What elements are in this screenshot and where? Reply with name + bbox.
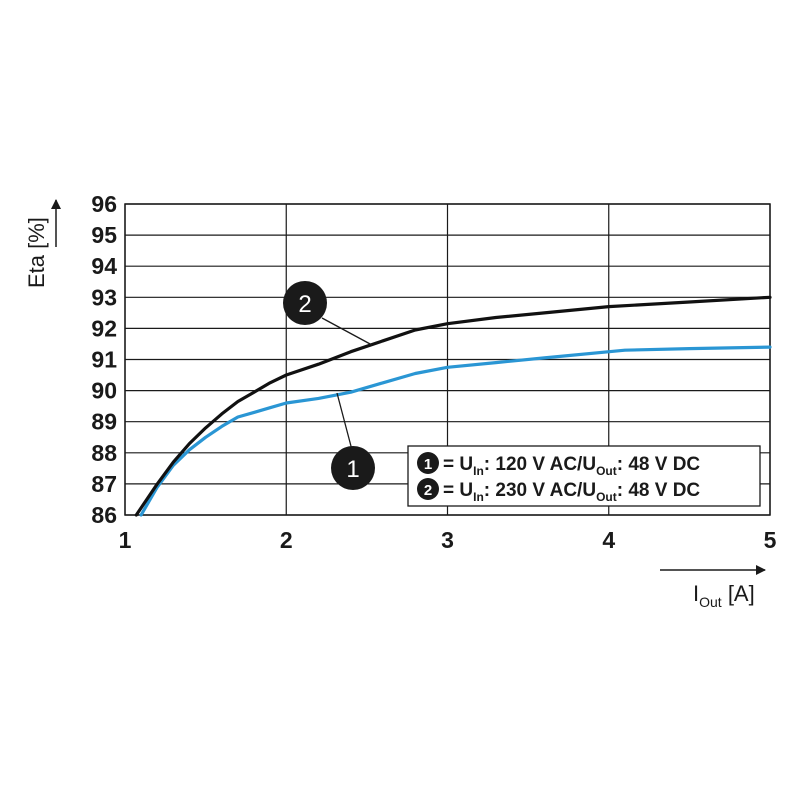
legend-marker-1-label: 1 (424, 456, 432, 473)
legend-marker-2 (417, 478, 439, 500)
curve-marker-1: 1 (331, 392, 375, 490)
legend-2-out-sub: Out (596, 490, 617, 504)
y-tick-label: 88 (91, 440, 117, 466)
legend-2-eq: = (443, 480, 459, 501)
legend-1-end: : 48 V DC (617, 454, 701, 475)
legend-1-out-sub: Out (596, 464, 617, 478)
y-tick-label: 89 (91, 409, 117, 435)
x-axis-label-group: IOut [A] (660, 565, 766, 610)
x-tick-label: 3 (441, 527, 454, 553)
y-tick-label: 90 (91, 378, 117, 404)
y-axis-label: Eta [%] (24, 217, 49, 288)
x-axis-label-main: I (693, 581, 699, 606)
legend-2-mid: : 230 V AC/U (484, 480, 596, 501)
y-tick-label: 94 (91, 253, 117, 279)
y-tick-label: 91 (91, 347, 117, 373)
marker-1-circle (331, 446, 375, 490)
y-tick-label: 95 (91, 222, 117, 248)
legend-entry-2-text: = UIn: 230 V AC/UOut: 48 V DC (443, 480, 700, 504)
legend-box (407, 445, 761, 507)
x-axis-label-unit: [A] (722, 581, 755, 606)
x-tick-label: 2 (280, 527, 293, 553)
y-tick-label: 96 (91, 191, 117, 217)
x-axis-label-sub: Out (699, 594, 722, 610)
legend-marker-1 (417, 452, 439, 474)
series-layer (134, 295, 772, 517)
x-axis-label: IOut [A] (693, 581, 755, 610)
legend-entry-1: 1 = UIn: 120 V AC/UOut: 48 V DC (417, 452, 700, 478)
series-line-1 (139, 345, 772, 517)
legend-1-eq: = (443, 454, 459, 475)
legend-entry-2: 2 = UIn: 230 V AC/UOut: 48 V DC (417, 478, 700, 504)
legend-2-u-in: U (459, 480, 473, 501)
legend-1-u-in: U (459, 454, 473, 475)
legend-2-end: : 48 V DC (617, 480, 701, 501)
marker-1-leader (336, 392, 353, 451)
legend-1-mid: : 120 V AC/U (484, 454, 596, 475)
legend-marker-2-label: 2 (424, 482, 432, 499)
plot-frame (124, 203, 771, 516)
y-tick-labels: 86 87 88 89 90 91 92 93 94 95 96 (91, 191, 117, 528)
x-tick-labels: 1 2 3 4 5 (119, 527, 777, 553)
legend-2-in-sub: In (473, 490, 484, 504)
legend-1-in-sub: In (473, 464, 484, 478)
y-tick-label: 92 (91, 315, 117, 341)
curve-marker-2: 2 (283, 281, 373, 346)
marker-2-circle (283, 281, 327, 325)
series-line-2 (134, 295, 772, 517)
marker-2-leader (321, 317, 373, 346)
marker-1-label: 1 (346, 456, 359, 483)
legend-entry-1-text: = UIn: 120 V AC/UOut: 48 V DC (443, 454, 700, 478)
y-tick-label: 86 (91, 502, 117, 528)
x-tick-label: 4 (602, 527, 615, 553)
x-tick-label: 5 (764, 527, 777, 553)
legend: 1 = UIn: 120 V AC/UOut: 48 V DC 2 = UIn:… (407, 445, 761, 507)
y-tick-label: 87 (91, 471, 117, 497)
x-tick-label: 1 (119, 527, 132, 553)
y-axis-label-group: Eta [%] (24, 199, 61, 288)
marker-2-label: 2 (298, 291, 311, 318)
y-tick-label: 93 (91, 284, 117, 310)
